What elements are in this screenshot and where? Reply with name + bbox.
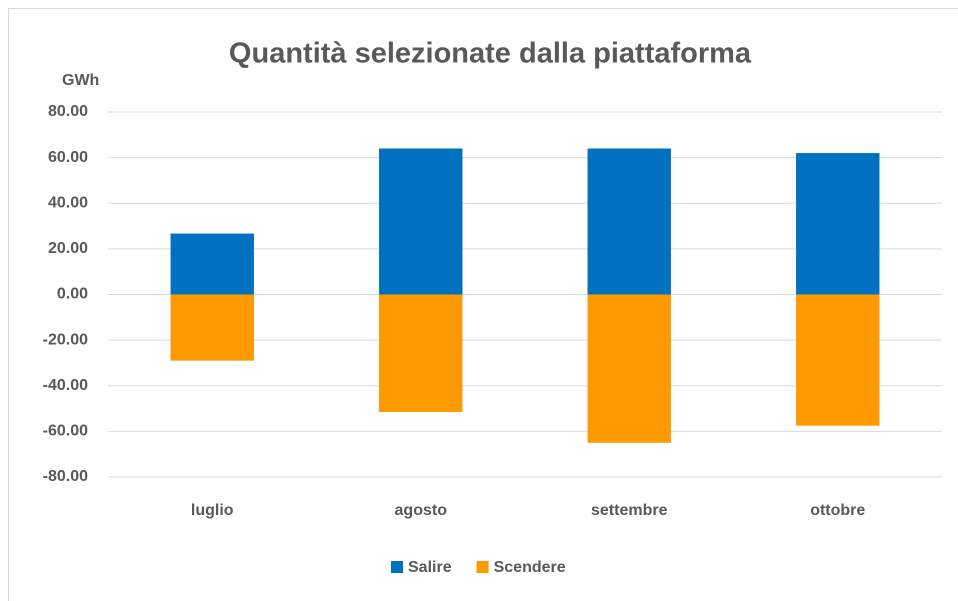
legend-label: Salire	[408, 559, 452, 576]
bar	[170, 294, 254, 361]
chart-border	[8, 8, 958, 601]
x-tick-label: luglio	[191, 502, 234, 519]
y-axis-label: GWh	[62, 72, 99, 89]
chart-title: Quantità selezionate dalla piattaforma	[229, 38, 752, 70]
y-tick-label: 0.00	[57, 286, 88, 303]
bar	[796, 294, 880, 426]
legend-swatch	[391, 561, 403, 573]
y-tick-label: 80.00	[48, 103, 88, 120]
x-tick-label: agosto	[395, 502, 448, 519]
y-tick-label: -40.00	[43, 377, 88, 394]
y-tick-label: -60.00	[43, 423, 88, 440]
y-tick-label: 60.00	[48, 149, 88, 166]
bar	[379, 148, 463, 295]
y-tick-label: 20.00	[48, 240, 88, 257]
bar	[170, 233, 254, 295]
bar	[587, 294, 671, 443]
y-tick-label: 40.00	[48, 194, 88, 211]
legend-label: Scendere	[494, 559, 566, 576]
bar	[379, 294, 463, 412]
x-tick-label: settembre	[591, 502, 668, 519]
y-tick-label: -80.00	[43, 468, 88, 485]
y-tick-label: -20.00	[43, 331, 88, 348]
bar	[796, 153, 880, 295]
x-tick-label: ottobre	[810, 502, 865, 519]
legend-swatch	[476, 561, 489, 573]
bar	[587, 148, 671, 295]
